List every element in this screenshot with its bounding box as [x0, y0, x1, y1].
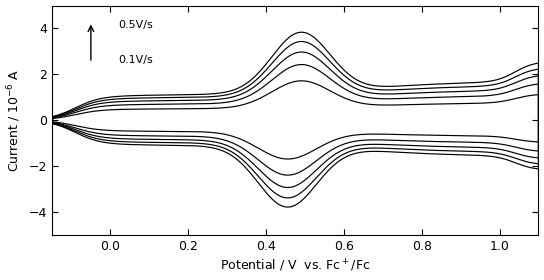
Text: 0.1V/s: 0.1V/s	[118, 55, 153, 65]
Text: 0.5V/s: 0.5V/s	[118, 20, 153, 31]
X-axis label: Potential / V  vs. Fc$^+$/Fc: Potential / V vs. Fc$^+$/Fc	[220, 258, 370, 274]
Y-axis label: Current / 10$^{-6}$ A: Current / 10$^{-6}$ A	[5, 69, 23, 172]
